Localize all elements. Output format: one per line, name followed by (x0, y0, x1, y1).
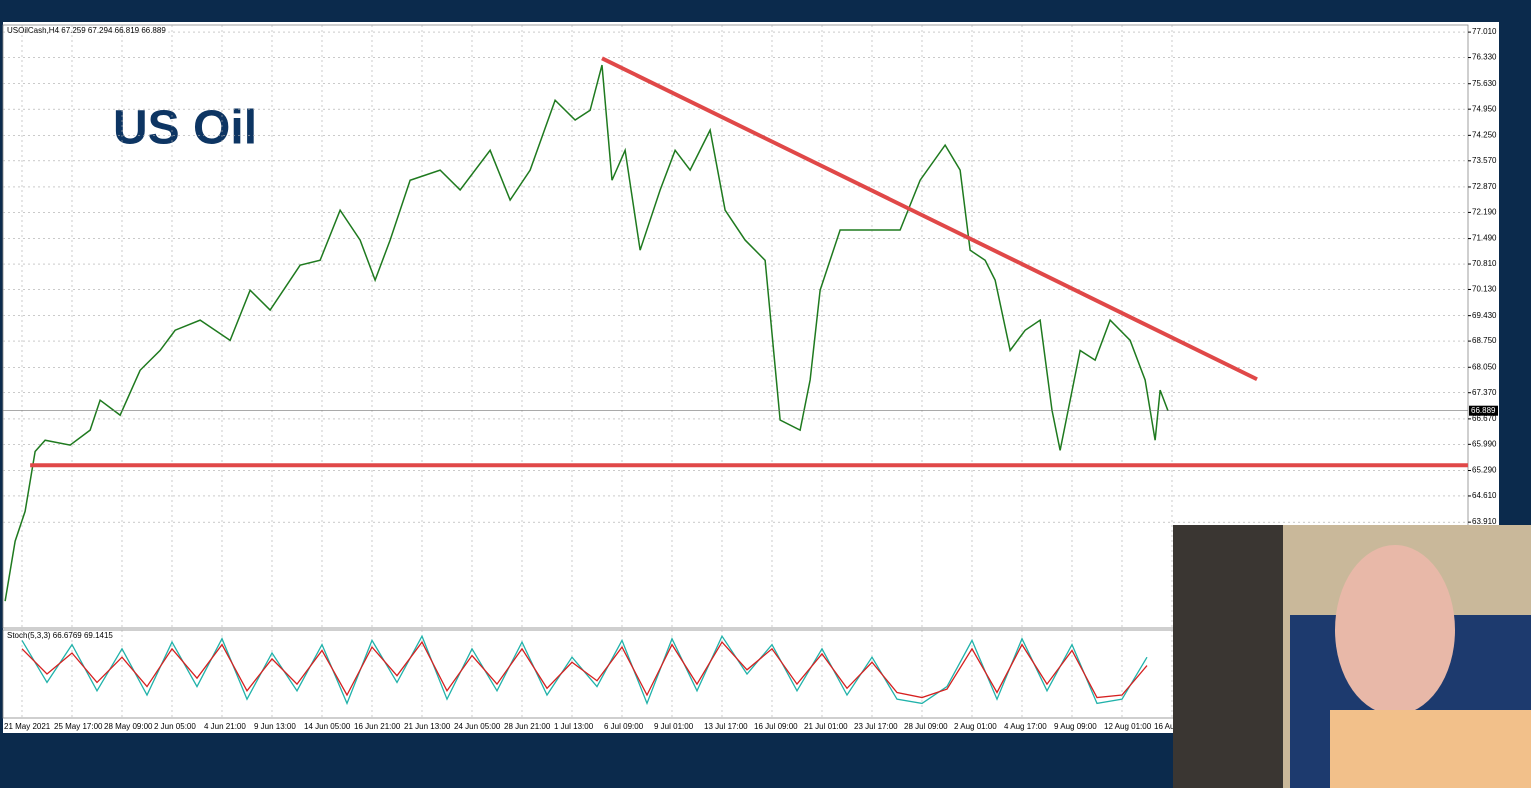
x-tick-label: 21 Jun 13:00 (404, 722, 451, 731)
y-tick-label: 72.870 (1472, 182, 1497, 191)
main-panel (2, 24, 1469, 629)
x-tick-label: 6 Jul 09:00 (604, 722, 644, 731)
x-tick-label: 28 Jun 21:00 (504, 722, 551, 731)
x-tick-label: 2 Jun 05:00 (154, 722, 196, 731)
x-tick-label: 9 Jun 13:00 (254, 722, 296, 731)
x-tick-label: 25 May 17:00 (54, 722, 103, 731)
y-tick-label: 63.910 (1472, 517, 1497, 526)
y-tick-label: 65.290 (1472, 466, 1497, 475)
y-tick-label: 77.010 (1472, 27, 1497, 36)
x-tick-label: 16 Jun 21:00 (354, 722, 401, 731)
y-tick-label: 68.050 (1472, 362, 1497, 371)
chart-header: USOilCash,H4 67.259 67.294 66.819 66.889 (7, 26, 166, 35)
y-tick-label: 76.330 (1472, 53, 1497, 62)
x-tick-label: 21 Jul 01:00 (804, 722, 848, 731)
x-tick-label: 24 Jun 05:00 (454, 722, 501, 731)
price-line (4, 64, 1169, 602)
y-tick-label: 70.810 (1472, 259, 1497, 268)
x-tick-label: 13 Jul 17:00 (704, 722, 748, 731)
x-tick-label: 12 Aug 01:00 (1104, 722, 1152, 731)
x-tick-label: 2 Aug 01:00 (954, 722, 997, 731)
x-tick-label: 16 Jul 09:00 (754, 722, 798, 731)
y-tick-label: 75.630 (1472, 79, 1497, 88)
y-tick-label: 69.430 (1472, 311, 1497, 320)
stoch-line (21, 640, 1148, 699)
trend-line (601, 56, 1258, 382)
webcam-overlay (1173, 525, 1531, 788)
last-price-label: 66.889 (1471, 406, 1496, 415)
y-tick-label: 71.490 (1472, 234, 1497, 243)
y-tick-label: 73.570 (1472, 156, 1497, 165)
face (1335, 545, 1455, 715)
y-tick-label: 70.130 (1472, 285, 1497, 294)
x-tick-label: 1 Jul 13:00 (554, 722, 594, 731)
x-tick-label: 23 Jul 17:00 (854, 722, 898, 731)
x-tick-label: 28 Jul 09:00 (904, 722, 948, 731)
y-tick-label: 66.670 (1472, 414, 1497, 423)
x-tick-label: 16 Au (1154, 722, 1174, 731)
x-tick-label: 28 May 09:00 (104, 722, 153, 731)
shirt (1330, 710, 1531, 788)
y-tick-label: 65.990 (1472, 439, 1497, 448)
y-tick-label: 68.750 (1472, 336, 1497, 345)
top-bar (0, 0, 1531, 22)
x-tick-label: 4 Jun 21:00 (204, 722, 246, 731)
last-price-box (1469, 405, 1498, 416)
y-tick-label: 72.190 (1472, 208, 1497, 217)
y-tick-label: 74.250 (1472, 130, 1497, 139)
stoch-title: Stoch(5,3,3) 66.6769 69.1415 (7, 631, 113, 640)
camera (1173, 525, 1283, 788)
y-tick-label: 64.610 (1472, 491, 1497, 500)
y-tick-label: 74.950 (1472, 104, 1497, 113)
x-tick-label: 9 Jul 01:00 (654, 722, 694, 731)
x-tick-label: 9 Aug 09:00 (1054, 722, 1097, 731)
x-tick-label: 14 Jun 05:00 (304, 722, 351, 731)
y-tick-label: 67.370 (1472, 388, 1497, 397)
x-tick-label: 4 Aug 17:00 (1004, 722, 1047, 731)
x-tick-label: 21 May 2021 (4, 722, 51, 731)
chart-title: US Oil (113, 102, 257, 155)
